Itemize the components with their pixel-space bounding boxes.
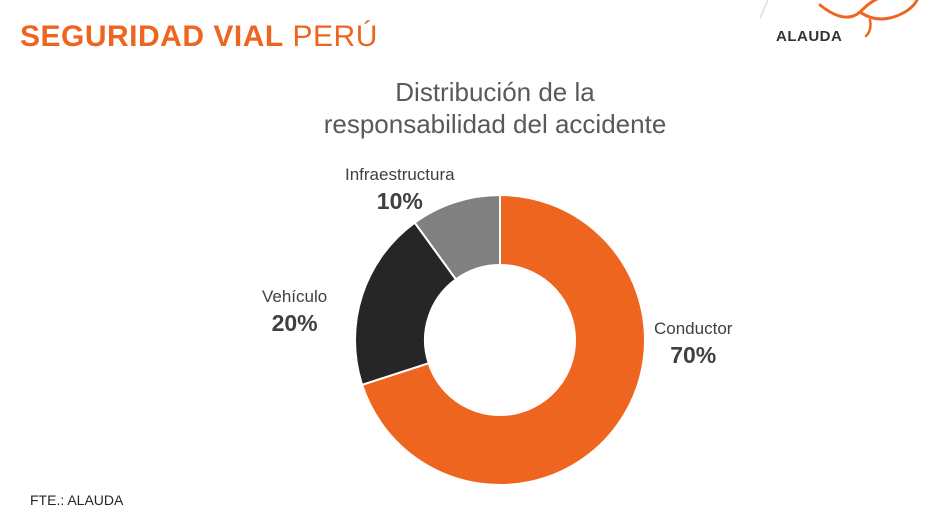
- page-title-light: PERÚ: [292, 20, 378, 53]
- page-title-bold: SEGURIDAD VIAL: [20, 20, 284, 53]
- slice-label-vehiculo: Vehículo 20%: [262, 286, 327, 338]
- chart-title-line-2: responsabilidad del accidente: [323, 109, 667, 139]
- donut-slice-conductor: [360, 193, 646, 486]
- bird-logo-icon: [760, 0, 919, 38]
- slice-name-vehiculo: Vehículo: [262, 287, 328, 306]
- chart-title: Distribución de la responsabilidad del a…: [235, 76, 755, 140]
- slice-label-infraestructura: Infraestructura 10%: [345, 164, 455, 216]
- slice-value-infraestructura: 10%: [376, 188, 423, 214]
- slice-value-vehiculo: 20%: [271, 310, 318, 336]
- chart-title-line-1: Distribución de la: [395, 77, 595, 107]
- donut-slice-vehiculo: [354, 221, 458, 387]
- slice-value-conductor: 70%: [670, 342, 717, 368]
- donut-slice-infraestructura: [413, 193, 501, 281]
- slice-name-conductor: Conductor: [654, 319, 733, 338]
- logo-text: ALAUDA: [776, 28, 843, 45]
- slice-name-infraestructura: Infraestructura: [345, 165, 455, 184]
- source-note: FTE.: ALAUDA: [30, 492, 124, 508]
- slice-label-conductor: Conductor 70%: [654, 318, 732, 370]
- page-title: SEGURIDAD VIAL PERÚ: [20, 20, 378, 54]
